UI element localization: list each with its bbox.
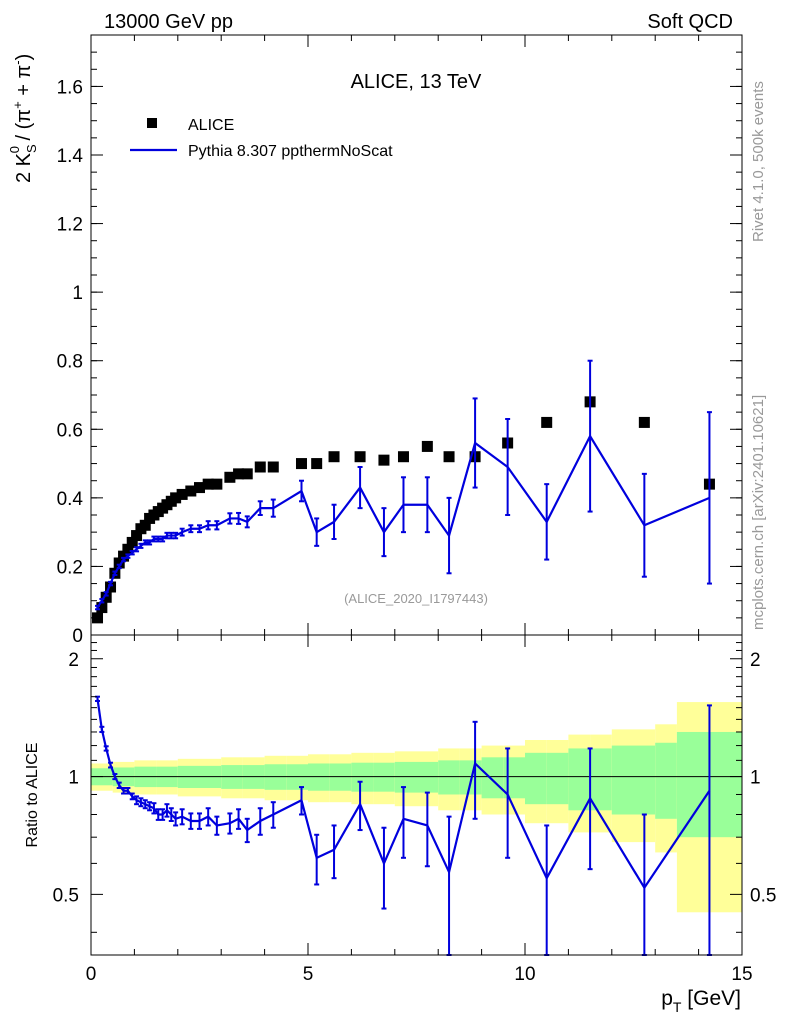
alice-data-point (328, 451, 340, 463)
ratio-panel: 0.5 0.5 1 1 2 2 0 5 10 15 Ratio to ALICE pT [GeV] (24, 634, 776, 1015)
ylabel-part-a: 2 K (13, 152, 35, 183)
header-category: Soft QCD (647, 11, 733, 33)
ratio-band-inner (611, 745, 634, 815)
ratio-band-inner (590, 748, 612, 811)
alice-data-point (131, 530, 143, 542)
ratio-band-inner (655, 742, 677, 819)
alice-data-point (354, 451, 366, 463)
alice-data-point (126, 536, 138, 548)
alice-data-point (233, 468, 245, 480)
legend-marker-alice (147, 118, 157, 128)
main-ytick-label: 0.6 (57, 420, 83, 441)
ratio-ticks: 0.5 0.5 1 1 2 2 0 5 10 15 (53, 635, 776, 985)
main-ytick-label: 0.4 (57, 489, 84, 510)
ratio-band-inner (525, 752, 547, 805)
ylabel-part-d: / (π (13, 109, 35, 146)
main-ytick-label: 0.8 (57, 352, 83, 373)
header-collision: 13000 GeV pp (104, 11, 233, 33)
ratio-band-inner (481, 757, 504, 799)
main-panel: 0 0.2 0.4 0.6 0.8 1 1.2 1.4 1.6 ALICE, 13 TeV (A… (7, 34, 743, 647)
alice-data-point (295, 458, 307, 470)
alice-data-point (96, 602, 108, 614)
main-y-axis-label: 2 KS0 / (π+ + π-) (7, 54, 39, 183)
xlabel-sub: T (673, 999, 682, 1015)
main-ytick-label: 1.4 (57, 146, 84, 167)
alice-data-point (638, 416, 650, 428)
ratio-band-inner (394, 761, 417, 793)
ylabel-part-g: - (10, 60, 25, 64)
alice-data-point (185, 485, 197, 497)
legend-label-pythia: Pythia 8.307 ppthermNoScat (188, 143, 393, 160)
alice-data-point (105, 581, 117, 593)
ratio-band-inner (329, 763, 352, 791)
alice-data-point (378, 454, 390, 466)
ylabel-part-c: 0 (7, 146, 22, 153)
alice-data-point (267, 461, 279, 473)
analysis-watermark: (ALICE_2020_I1797443) (344, 591, 488, 606)
ratio-band-inner (503, 757, 525, 799)
ratio-y-axis-label: Ratio to ALICE (24, 743, 41, 848)
ylabel-part-h: ) (13, 54, 35, 61)
alice-data-point (397, 451, 409, 463)
ratio-band-inner (438, 760, 460, 795)
x-tick-label: 5 (303, 964, 314, 985)
alice-data-point (118, 550, 130, 562)
ylabel-part-e: + (10, 101, 25, 109)
ratio-series-layer (95, 695, 712, 956)
alice-data-point (122, 543, 134, 555)
alice-data-point (541, 416, 553, 428)
ratio-band-inner (351, 762, 374, 792)
main-ytick-label: 1.2 (57, 215, 83, 236)
alice-data-point (254, 461, 266, 473)
main-ytick-label: 1.6 (57, 77, 83, 98)
x-axis-label: pT [GeV] (661, 987, 741, 1015)
main-ticks: 0 0.2 0.4 0.6 0.8 1 1.2 1.4 1.6 (57, 34, 743, 647)
alice-data-point (211, 478, 223, 490)
ylabel-part-f: + π (13, 65, 35, 102)
ratio-ytick-label-right: 1 (750, 768, 761, 789)
main-ytick-label: 0.2 (57, 557, 83, 578)
alice-data-point (100, 591, 112, 603)
main-title: ALICE, 13 TeV (351, 71, 482, 93)
ratio-ytick-label: 1 (68, 768, 79, 789)
main-ytick-label: 0 (72, 626, 83, 647)
ratio-band-inner (416, 761, 439, 793)
mcplots-label: mcplots.cern.ch [arXiv:2401.10621] (750, 395, 767, 630)
ratio-band-inner (373, 762, 395, 792)
alice-data-point (113, 557, 125, 569)
x-tick-label: 15 (731, 964, 752, 985)
alice-data-point (241, 468, 253, 480)
xlabel-main: p (661, 987, 673, 1010)
main-ytick-label: 1 (72, 283, 83, 304)
main-series-layer (92, 359, 715, 624)
ratio-ytick-label: 0.5 (53, 885, 79, 906)
ratio-band-inner (633, 745, 656, 815)
alice-data-point (421, 440, 433, 452)
alice-data-point (92, 612, 104, 624)
ratio-band-inner (546, 752, 569, 805)
alice-data-point (139, 519, 151, 531)
alice-data-point (202, 478, 214, 490)
ratio-ytick-label-right: 2 (750, 650, 761, 671)
ratio-band-inner (308, 763, 330, 791)
xlabel-unit: [GeV] (681, 987, 741, 1010)
x-tick-label: 0 (86, 964, 97, 985)
alice-data-point (224, 471, 236, 483)
alice-data-point (311, 458, 323, 470)
rivet-label: Rivet 4.1.0, 500k events (750, 81, 767, 242)
ratio-band-inner (568, 748, 591, 811)
ylabel-part-b: S (24, 144, 39, 153)
alice-data-point (194, 482, 205, 494)
ratio-ytick-label: 2 (68, 650, 79, 671)
alice-data-point (443, 451, 455, 463)
ratio-ytick-label-right: 0.5 (750, 885, 776, 906)
ratio-frame (90, 634, 743, 956)
x-tick-label: 10 (514, 964, 535, 985)
alice-data-point (170, 492, 182, 504)
legend-label-alice: ALICE (188, 117, 234, 134)
alice-data-point (176, 488, 188, 500)
